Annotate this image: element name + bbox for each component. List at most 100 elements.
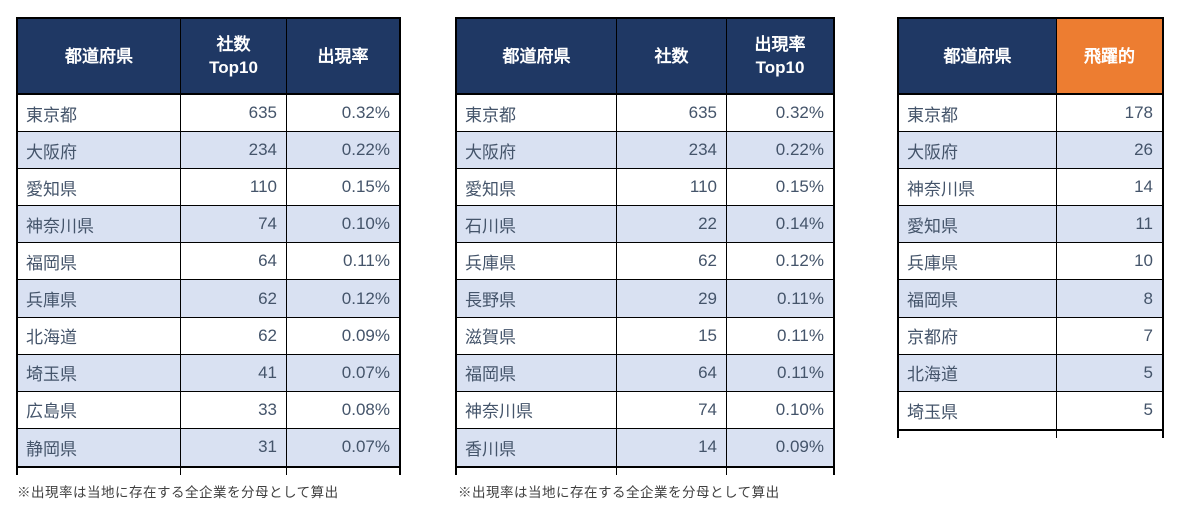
table-cell-appearance-rate-top10: 0.09%	[775, 437, 824, 457]
table-cell-hiyakuteki: 14	[1134, 177, 1153, 197]
table-header-row: 都道府県 飛躍的	[899, 19, 1162, 95]
table-cell-prefecture: 福岡県	[18, 243, 181, 280]
cutoff-cell	[287, 467, 401, 475]
table-header-row: 都道府県 社数 出現率 Top10	[457, 19, 833, 95]
table-cell-hiyakuteki: 5	[1143, 400, 1153, 420]
table-row: 福岡県 64 0.11%	[457, 354, 833, 392]
table-cell-appearance-rate: 0.07%	[341, 437, 390, 457]
table-company-count-top10: 都道府県 社数 Top10 出現率 東京都 635 0.32% 大阪府 234 0.22% 愛知県…	[16, 17, 401, 475]
table-cell-prefecture: 北海道	[899, 354, 1057, 391]
table-cell-hiyakuteki: 8	[1143, 288, 1153, 308]
table-row: 東京都 635 0.32%	[18, 95, 399, 133]
table-cell-hiyakuteki: 178	[1124, 103, 1153, 123]
table-cell-prefecture: 福岡県	[457, 354, 617, 391]
table-row: 神奈川県 14	[899, 169, 1162, 207]
table-cell-appearance-rate: 0.11%	[343, 251, 390, 271]
table-cell-hiyakuteki: 10	[1134, 251, 1153, 271]
table-cell-company-count: 74	[617, 391, 727, 428]
table-cell-company-count: 22	[617, 206, 727, 243]
table-row: 福岡県 8	[899, 280, 1162, 318]
column-header-appearance-rate-top10: 出現率 Top10	[727, 19, 833, 93]
table-row: 兵庫県 62 0.12%	[457, 243, 833, 281]
table-cell-company-count: 62	[617, 243, 727, 280]
table-row: 北海道 62 0.09%	[18, 317, 399, 355]
table-row: 福岡県 64 0.11%	[18, 243, 399, 281]
table-cell-prefecture: 静岡県	[18, 428, 181, 466]
table-row: 滋賀県 15 0.11%	[457, 317, 833, 355]
table-cell-prefecture: 神奈川県	[18, 206, 181, 243]
table-cell-prefecture: 兵庫県	[18, 280, 181, 317]
table-row: 愛知県 11	[899, 206, 1162, 244]
table-cell-prefecture: 大阪府	[18, 132, 181, 169]
cutoff-cell	[18, 467, 181, 475]
table-cell-appearance-rate-top10: 0.14%	[775, 214, 824, 234]
column-header-prefecture: 都道府県	[18, 19, 181, 93]
table-cell-company-count: 14	[617, 428, 727, 466]
table-cell-prefecture: 京都府	[899, 317, 1057, 354]
table-cell-prefecture: 石川県	[457, 206, 617, 243]
table-appearance-rate-top10: 都道府県 社数 出現率 Top10 東京都 635 0.32% 大阪府 234 0.22% 愛知県…	[455, 17, 835, 475]
table-row: 静岡県 31 0.07%	[18, 428, 399, 466]
table-cell-company-count-top10: 64	[181, 243, 287, 280]
cutoff-cell	[181, 467, 287, 475]
table-cell-prefecture: 滋賀県	[457, 317, 617, 354]
table-cutoff-row	[897, 430, 1164, 438]
table-cell-appearance-rate: 0.08%	[341, 399, 390, 419]
cutoff-cell	[617, 467, 727, 475]
table-cell-company-count-top10: 31	[181, 428, 287, 466]
cutoff-cell	[899, 430, 1057, 438]
table-cutoff-row	[455, 467, 835, 475]
table-cell-company-count: 15	[617, 317, 727, 354]
table-cell-company-count-top10: 62	[181, 280, 287, 317]
table-row: 愛知県 110 0.15%	[18, 169, 399, 207]
column-header-prefecture: 都道府県	[457, 19, 617, 93]
table-row: 神奈川県 74 0.10%	[457, 391, 833, 429]
table-body: 東京都 635 0.32% 大阪府 234 0.22% 愛知県 110 0.15% 石川県 22 0.…	[457, 95, 833, 466]
table-row: 愛知県 110 0.15%	[457, 169, 833, 207]
table-header-row: 都道府県 社数 Top10 出現率	[18, 19, 399, 95]
table-cell-prefecture: 神奈川県	[457, 391, 617, 428]
table-cell-prefecture: 香川県	[457, 428, 617, 466]
table-cell-appearance-rate: 0.10%	[341, 214, 390, 234]
table-cell-prefecture: 大阪府	[457, 132, 617, 169]
column-header-hiyakuteki: 飛躍的	[1057, 19, 1162, 93]
table-row: 北海道 5	[899, 354, 1162, 392]
table-cell-prefecture: 北海道	[18, 317, 181, 354]
table-cell-prefecture: 愛知県	[18, 169, 181, 206]
table-cell-prefecture: 東京都	[899, 95, 1057, 132]
table-row: 大阪府 234 0.22%	[457, 132, 833, 170]
table-row: 大阪府 26	[899, 132, 1162, 170]
table-row: 兵庫県 10	[899, 243, 1162, 281]
table-cell-company-count: 635	[617, 95, 727, 132]
table-row: 埼玉県 41 0.07%	[18, 354, 399, 392]
table-cell-appearance-rate-top10: 0.12%	[775, 251, 824, 271]
column-header-company-count-top10: 社数 Top10	[181, 19, 287, 93]
table-cell-appearance-rate-top10: 0.11%	[777, 362, 824, 382]
table-cell-company-count: 110	[617, 169, 727, 206]
table-cell-hiyakuteki: 7	[1143, 325, 1153, 345]
table-cell-appearance-rate: 0.12%	[341, 288, 390, 308]
table-cell-prefecture: 長野県	[457, 280, 617, 317]
table-cell-appearance-rate: 0.09%	[341, 325, 390, 345]
table-hiyakuteki: 都道府県 飛躍的 東京都 178 大阪府 26 神奈川県 14 愛知県 11 兵庫県 10 福岡県 8 京…	[897, 17, 1164, 438]
table-cell-prefecture: 兵庫県	[457, 243, 617, 280]
cutoff-cell	[727, 467, 835, 475]
table-row: 神奈川県 74 0.10%	[18, 206, 399, 244]
table-row: 京都府 7	[899, 317, 1162, 355]
table-cell-appearance-rate-top10: 0.22%	[775, 140, 824, 160]
table-row: 長野県 29 0.11%	[457, 280, 833, 318]
table-row: 香川県 14 0.09%	[457, 428, 833, 466]
table-cell-prefecture: 広島県	[18, 391, 181, 428]
table-cell-prefecture: 福岡県	[899, 280, 1057, 317]
table-cell-company-count-top10: 33	[181, 391, 287, 428]
table-cell-appearance-rate: 0.07%	[341, 362, 390, 382]
table-cell-appearance-rate-top10: 0.32%	[775, 103, 824, 123]
table-row: 東京都 635 0.32%	[457, 95, 833, 133]
table-cell-prefecture: 東京都	[18, 95, 181, 132]
table-cell-hiyakuteki: 26	[1134, 140, 1153, 160]
table-cell-company-count-top10: 234	[181, 132, 287, 169]
table-cell-prefecture: 埼玉県	[899, 391, 1057, 429]
table-cell-company-count-top10: 74	[181, 206, 287, 243]
table-cell-appearance-rate: 0.22%	[341, 140, 390, 160]
